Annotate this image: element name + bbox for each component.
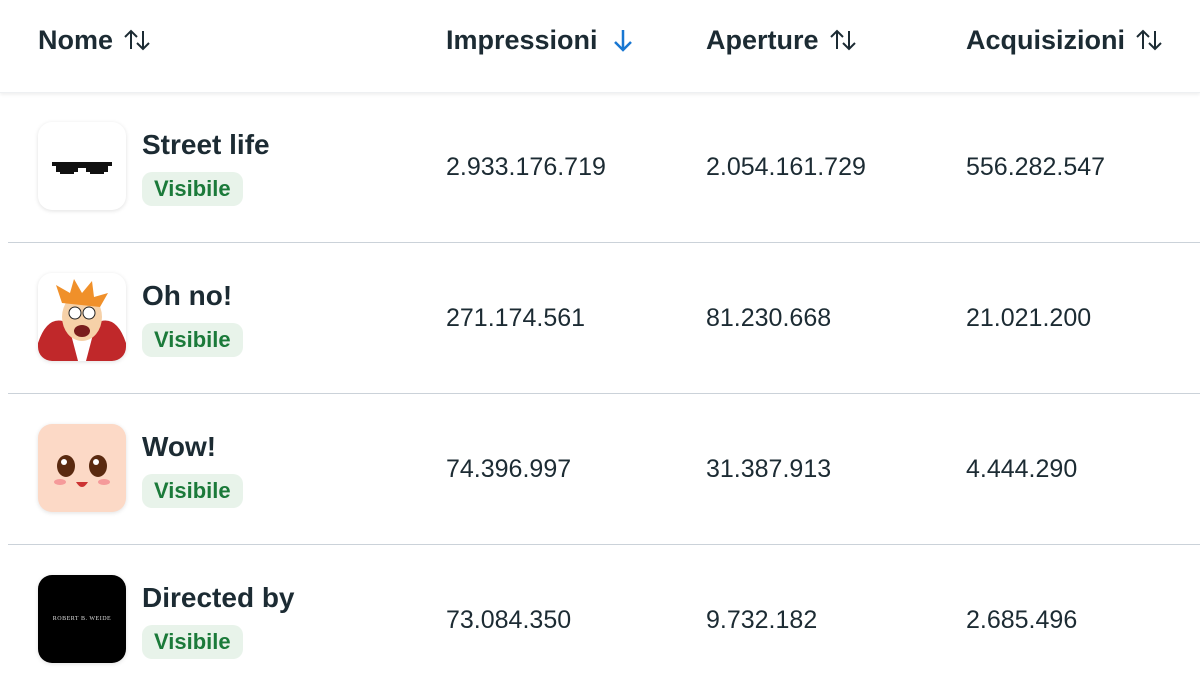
sticker-icon: ROBERT B. WEIDE <box>38 575 126 663</box>
table-row[interactable]: ROBERT B. WEIDE Directed by Visibile 73.… <box>8 545 1200 695</box>
sticker-icon <box>38 122 126 210</box>
header-label: Acquisizioni <box>966 25 1126 55</box>
sticker-icon <box>38 273 126 361</box>
header-label: Impressioni <box>446 25 598 55</box>
anime-face <box>54 455 110 487</box>
opens: 9.732.182 <box>706 606 818 634</box>
impressions: 74.396.997 <box>446 455 572 483</box>
header-cell[interactable]: Impressioni <box>446 22 638 58</box>
table-header: Nome Impressioni Aperture Acquisizioni <box>0 0 1200 93</box>
sort-icon <box>829 29 856 51</box>
acquisitions: 21.021.200 <box>966 304 1092 332</box>
icon-caption: ROBERT B. WEIDE <box>52 616 112 622</box>
table-row[interactable]: Wow! Visibile 74.396.997 31.387.913 4.44… <box>8 394 1200 545</box>
table-row[interactable]: Street life Visibile 2.933.176.719 2.054… <box>8 92 1200 243</box>
sticker-name: Oh no! <box>142 280 233 311</box>
sunglasses <box>52 162 112 174</box>
opens: 2.054.161.729 <box>706 153 866 181</box>
sort-desc-icon <box>613 30 632 52</box>
header-cell[interactable]: Acquisizioni <box>966 22 1165 58</box>
status-badge: Visibile <box>142 474 243 508</box>
impressions: 271.174.561 <box>446 304 586 332</box>
sticker-name: Wow! <box>142 431 217 462</box>
opens: 31.387.913 <box>706 455 832 483</box>
sort-icon <box>1136 29 1162 51</box>
table-row[interactable]: Oh no! Visibile 271.174.561 81.230.668 2… <box>8 243 1200 394</box>
status-badge: Visibile <box>142 625 243 659</box>
header-label: Nome <box>38 25 114 55</box>
impressions: 73.084.350 <box>446 606 572 634</box>
header-cell[interactable]: Aperture <box>706 22 859 58</box>
acquisitions: 2.685.496 <box>966 606 1078 634</box>
header-cell[interactable]: Nome <box>38 22 153 58</box>
status-badge: Visibile <box>142 323 243 357</box>
sticker-icon <box>38 424 126 512</box>
cartoon <box>38 279 126 361</box>
header-label: Aperture <box>706 25 819 55</box>
acquisitions: 556.282.547 <box>966 153 1106 181</box>
sort-icon <box>124 29 150 51</box>
sticker-name: Street life <box>142 129 270 160</box>
impressions: 2.933.176.719 <box>446 153 606 181</box>
acquisitions: 4.444.290 <box>966 455 1078 483</box>
status-badge: Visibile <box>142 172 243 206</box>
sticker-name: Directed by <box>142 582 295 613</box>
opens: 81.230.668 <box>706 304 832 332</box>
